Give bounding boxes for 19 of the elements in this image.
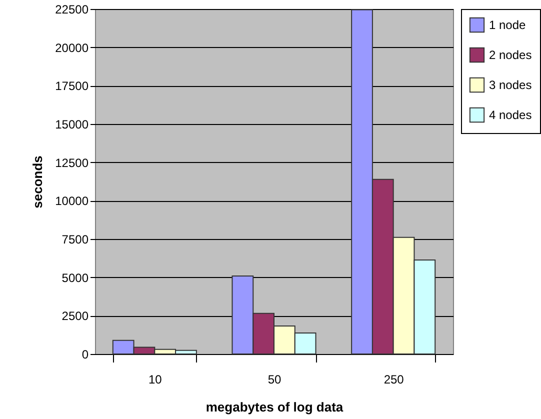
y-tick-label: 22500 <box>55 2 89 16</box>
legend-label: 4 nodes <box>489 108 532 122</box>
y-tick-label: 15000 <box>55 118 89 132</box>
y-tick-label: 10000 <box>55 194 89 208</box>
legend-label: 2 nodes <box>489 48 532 62</box>
x-tick-label: 10 <box>148 372 162 386</box>
y-tick-label: 12500 <box>55 156 89 170</box>
y-tick-label: 0 <box>82 348 89 362</box>
y-tick-label: 5000 <box>62 270 89 285</box>
y-axis-title: seconds <box>30 156 46 208</box>
y-tick-label: 17500 <box>55 79 89 94</box>
y-tick-label: 2500 <box>62 309 89 324</box>
y-tick-label: 20000 <box>55 40 89 55</box>
legend-label: 3 nodes <box>489 78 532 92</box>
y-tick-label: 7500 <box>62 232 89 246</box>
x-tick-label: 250 <box>384 372 404 386</box>
legend-label: 1 node <box>489 18 526 32</box>
x-tick-label: 50 <box>268 372 282 386</box>
x-axis-title: megabytes of log data <box>206 400 344 414</box>
